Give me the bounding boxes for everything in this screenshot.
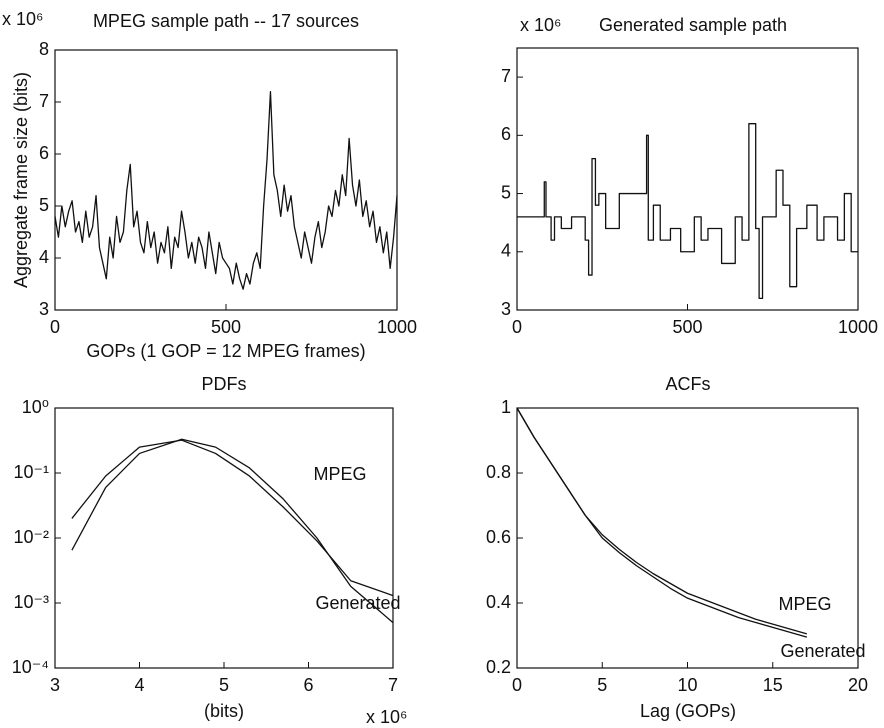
y-tick-label: 0.6 xyxy=(486,527,511,547)
y-tick-label: 10⁰ xyxy=(22,397,49,417)
data-line xyxy=(54,90,398,290)
y-tick-label: 4 xyxy=(501,241,511,261)
y-tick-label: 1 xyxy=(501,397,511,417)
y-exponent-label: x 10⁶ xyxy=(2,9,43,29)
x-tick-label: 0 xyxy=(512,317,522,337)
y-tick-label: 6 xyxy=(39,143,49,163)
x-exponent-label: x 10⁶ xyxy=(366,707,407,727)
x-tick-label: 1000 xyxy=(838,317,878,337)
y-tick-label: 3 xyxy=(501,299,511,319)
x-tick-label: 0 xyxy=(50,317,60,337)
x-tick-label: 3 xyxy=(50,675,60,695)
y-tick-label: 7 xyxy=(501,66,511,86)
y-tick-label: 10⁻⁴ xyxy=(12,657,49,677)
y-tick-label: 10⁻³ xyxy=(13,592,49,612)
y-axis-label: Aggregate frame size (bits) xyxy=(11,72,31,288)
series-label: MPEG xyxy=(313,464,366,484)
y-exponent-label: x 10⁶ xyxy=(520,15,561,35)
x-tick-label: 7 xyxy=(388,675,398,695)
chart-title: PDFs xyxy=(202,374,247,394)
y-tick-label: 0.4 xyxy=(486,592,511,612)
y-tick-label: 0.8 xyxy=(486,462,511,482)
y-tick-label: 6 xyxy=(501,124,511,144)
x-tick-label: 20 xyxy=(848,675,868,695)
axes-box xyxy=(516,47,859,311)
y-tick-label: 3 xyxy=(39,299,49,319)
y-tick-label: 10⁻¹ xyxy=(13,462,49,482)
data-line xyxy=(71,439,394,597)
data-line xyxy=(71,438,394,624)
y-tick-label: 4 xyxy=(39,247,49,267)
series-label: Generated xyxy=(780,641,865,661)
x-axis-label: (bits) xyxy=(204,701,244,721)
data-line xyxy=(517,123,858,300)
x-tick-label: 10 xyxy=(677,675,697,695)
chart-title: Generated sample path xyxy=(599,15,787,35)
x-tick-label: 6 xyxy=(303,675,313,695)
x-tick-label: 15 xyxy=(763,675,783,695)
axes-box xyxy=(516,407,859,669)
x-tick-label: 4 xyxy=(134,675,144,695)
axes-box xyxy=(54,407,394,669)
data-line xyxy=(516,407,808,638)
x-tick-label: 1000 xyxy=(377,317,417,337)
x-tick-label: 5 xyxy=(597,675,607,695)
y-tick-label: 7 xyxy=(39,91,49,111)
y-tick-label: 8 xyxy=(39,39,49,59)
x-axis-label: Lag (GOPs) xyxy=(640,701,736,721)
y-tick-label: 5 xyxy=(39,195,49,215)
y-tick-label: 10⁻² xyxy=(13,527,49,547)
x-tick-label: 500 xyxy=(211,317,241,337)
x-tick-label: 5 xyxy=(219,675,229,695)
x-tick-label: 0 xyxy=(512,675,522,695)
chart-title: ACFs xyxy=(666,374,711,394)
chart-title: MPEG sample path -- 17 sources xyxy=(93,11,359,31)
series-label: MPEG xyxy=(778,594,831,614)
y-tick-label: 0.2 xyxy=(486,657,511,677)
series-label: Generated xyxy=(315,593,400,613)
y-tick-label: 5 xyxy=(501,182,511,202)
data-line xyxy=(516,407,808,635)
x-tick-label: 500 xyxy=(672,317,702,337)
x-axis-label: GOPs (1 GOP = 12 MPEG frames) xyxy=(86,341,365,361)
